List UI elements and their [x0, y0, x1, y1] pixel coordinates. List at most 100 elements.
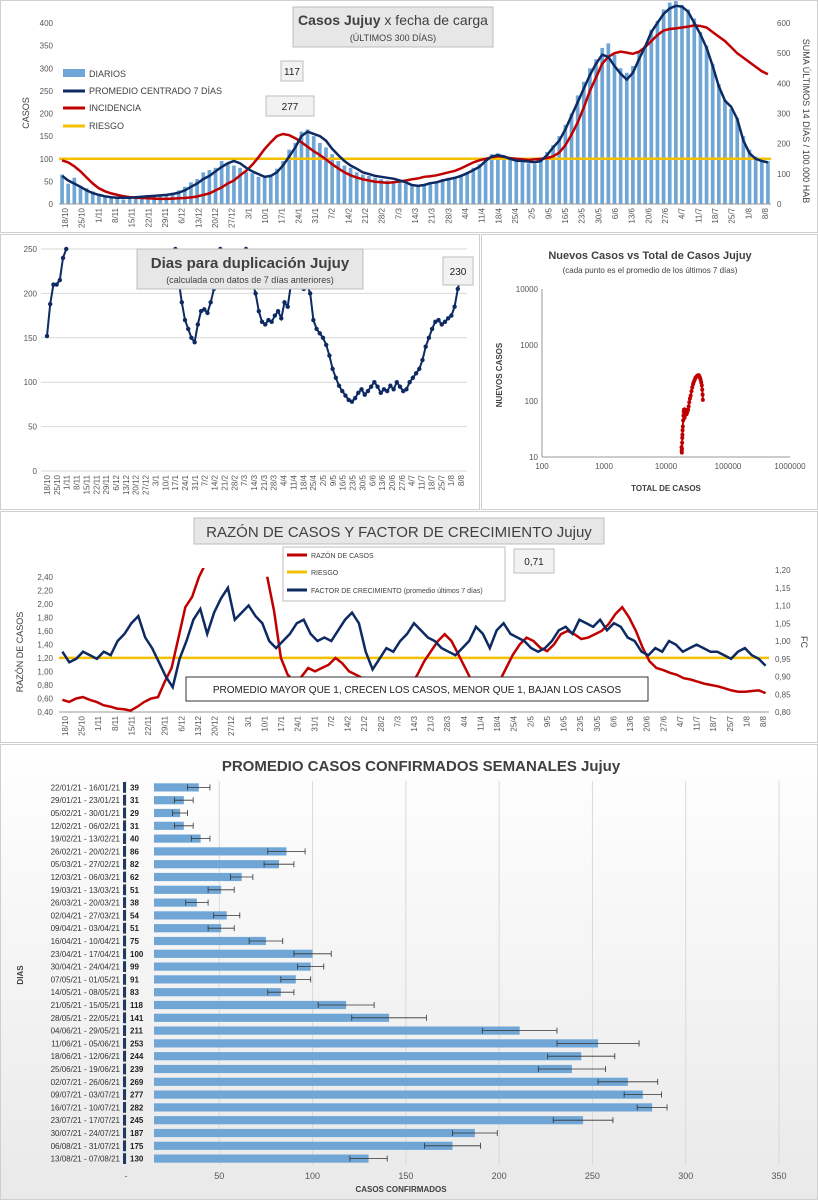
category-label: 26/02/21 - 20/02/21: [51, 847, 121, 856]
daily-bar: [133, 198, 138, 204]
x-tick-label: 18/4: [299, 474, 308, 490]
x-tick-label: 7/2: [328, 207, 337, 219]
daily-bar: [299, 131, 304, 204]
y2-tick-label: 1,10: [775, 602, 791, 611]
row-marker: [123, 1140, 126, 1152]
x-tick-label: 25/7: [728, 207, 737, 223]
doubling-point: [356, 390, 361, 396]
x-tick-label: 20/12: [132, 474, 141, 495]
x-tick-label: 15/11: [82, 474, 91, 494]
category-label: 13/08/21 - 07/08/21: [51, 1155, 121, 1164]
x-tick-label: 8/8: [761, 207, 770, 219]
daily-cases-panel: 0 50 100 150 200 250 300 350 400 0 100 200 300 400 500…: [0, 0, 818, 233]
doubling-point: [179, 300, 184, 305]
daily-bar: [410, 185, 414, 204]
value-label: 40: [130, 835, 139, 844]
daily-bar: [416, 186, 420, 204]
daily-bar: [373, 177, 377, 204]
x-tick-label: 11/4: [478, 207, 487, 223]
doubling-point: [340, 388, 345, 394]
y2-tick-label: 0,95: [775, 655, 791, 664]
doubling-point: [208, 300, 213, 305]
daily-bar: [311, 136, 316, 204]
value-label: 175: [130, 1142, 144, 1151]
x-tick-label: 11/7: [418, 474, 427, 490]
x-tick-label: 17/1: [278, 207, 287, 223]
daily-bar: [275, 168, 279, 204]
daily-bar: [213, 167, 218, 204]
doubling-point: [186, 326, 191, 332]
category-label: 22/01/21 - 16/01/21: [51, 783, 121, 792]
daily-bar: [262, 177, 267, 204]
bar: [154, 1064, 572, 1074]
bar: [154, 821, 184, 830]
x-tick-label: 100000: [715, 462, 742, 471]
value-label: 54: [130, 911, 139, 920]
y-axis-label: NUEVOS CASOS: [495, 342, 504, 407]
x-tick-label: 25/7: [726, 715, 735, 731]
x-tick-label: 21/3: [427, 715, 436, 731]
daily-bar: [698, 32, 703, 204]
daily-bar: [379, 179, 384, 204]
x-tick-label: 14/3: [411, 207, 420, 223]
legend-label: FACTOR DE CRECIMIENTO (promedio últimos …: [311, 588, 483, 595]
x-tick-label: 28/2: [230, 474, 239, 490]
daily-bar: [403, 183, 408, 204]
doubling-point: [266, 317, 271, 323]
row-marker: [123, 1114, 126, 1126]
x-tick-label: 29/11: [161, 715, 170, 735]
chart-title: Dias para duplicación Jujuy: [151, 255, 350, 272]
scatter-point: [686, 407, 691, 412]
category-label: 29/01/21 - 23/01/21: [51, 796, 121, 805]
row-marker: [123, 897, 126, 908]
category-label: 05/02/21 - 30/01/21: [51, 809, 121, 818]
daily-bar: [729, 108, 733, 204]
daily-bar: [238, 167, 242, 204]
daily-bar: [692, 18, 697, 204]
y-tick-label: 1,40: [37, 640, 53, 649]
doubling-point: [64, 246, 69, 252]
x-tick-label: 25/10: [78, 207, 87, 228]
x-tick-label: 23/5: [578, 207, 587, 223]
x-tick-label: 10000: [655, 462, 678, 471]
note-box: [185, 676, 649, 702]
category-label: 16/07/21 - 10/07/21: [51, 1103, 121, 1112]
row-marker: [123, 1038, 126, 1049]
daily-bar: [146, 196, 150, 204]
bar: [154, 808, 181, 818]
bar: [154, 1090, 643, 1099]
y2-tick-label: 0,90: [775, 673, 791, 682]
doubling-point: [417, 366, 422, 372]
scatter-point: [680, 424, 685, 429]
new-vs-total-chart: Nuevos Casos vs Total de Casos Jujuy (ca…: [495, 250, 806, 493]
doubling-point: [189, 335, 194, 340]
doubling-point: [259, 319, 265, 325]
row-marker: [123, 820, 126, 832]
row-marker: [123, 1127, 126, 1139]
x-tick-label: 1/8: [742, 715, 751, 727]
row-marker: [123, 1012, 126, 1024]
value-label: 100: [130, 950, 144, 959]
razon-line: [265, 576, 767, 697]
bar: [154, 911, 227, 920]
doubling-point: [423, 344, 428, 349]
category-label: 02/04/21 - 27/03/21: [51, 911, 121, 920]
daily-bar: [471, 167, 476, 204]
x-tick-label: 1000000: [774, 462, 806, 471]
doubling-point: [452, 304, 457, 309]
bar: [154, 1128, 475, 1138]
category-label: 07/05/21 - 01/05/21: [51, 975, 121, 984]
bar: [154, 885, 222, 894]
x-tick-label: 11/4: [476, 715, 485, 731]
x-tick-label: 22/11: [144, 715, 153, 735]
annotation-box: [280, 60, 304, 82]
daily-bar: [268, 174, 273, 204]
daily-bar: [219, 161, 224, 204]
daily-bar: [502, 155, 506, 204]
category-label: 30/04/21 - 24/04/21: [51, 963, 121, 972]
doubling-point: [202, 307, 207, 312]
x-tick-label: 10/1: [161, 474, 170, 490]
doubling-point: [54, 282, 59, 287]
x-tick-label: 7/3: [393, 715, 402, 727]
category-label: 04/06/21 - 29/05/21: [51, 1027, 121, 1036]
